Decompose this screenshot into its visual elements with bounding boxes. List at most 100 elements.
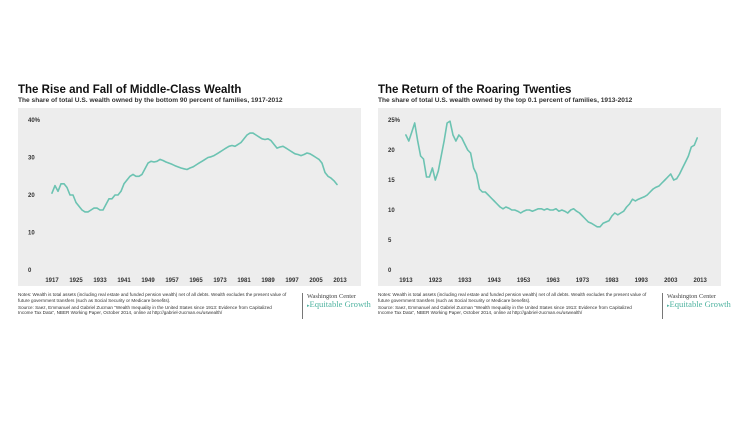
- data-point: [525, 209, 528, 211]
- data-point: [117, 194, 119, 196]
- line-chart-top-wealth-share: 0 5 10 15 20 25% 1913 1923 1933 1943 1953 1963 1973 1…: [378, 108, 721, 286]
- data-point: [327, 175, 329, 177]
- data-point: [508, 207, 510, 209]
- data-point: [528, 209, 531, 211]
- data-point: [646, 194, 648, 196]
- data-point: [276, 147, 278, 149]
- data-point: [249, 132, 251, 134]
- data-point: [631, 198, 634, 200]
- data-point: [84, 211, 86, 213]
- data-point: [273, 143, 275, 145]
- data-point: [75, 201, 77, 204]
- data-point: [207, 156, 209, 159]
- data-point: [443, 140, 445, 142]
- chart-subtitle: The share of total U.S. wealth owned by …: [378, 97, 633, 104]
- data-point: [661, 182, 663, 184]
- data-point: [246, 134, 248, 136]
- data-point: [78, 205, 80, 207]
- data-point: [605, 221, 607, 223]
- data-point: [593, 224, 595, 226]
- data-point: [123, 183, 125, 185]
- data-point: [279, 146, 281, 148]
- data-point: [318, 158, 320, 160]
- data-point: [57, 190, 59, 192]
- data-point: [150, 160, 152, 162]
- data-point: [481, 191, 483, 193]
- x-tick-label: 1943: [487, 278, 501, 284]
- data-point: [120, 190, 122, 192]
- data-point: [132, 173, 134, 175]
- data-point: [584, 218, 586, 220]
- data-point: [475, 173, 478, 175]
- data-point: [684, 161, 687, 163]
- data-point: [455, 140, 457, 142]
- x-tick-label: 1957: [165, 278, 179, 284]
- data-point: [165, 161, 167, 163]
- data-point: [558, 210, 560, 212]
- x-tick-label: 2013: [693, 278, 707, 284]
- data-point: [216, 153, 218, 155]
- logo-bottom-text: Equitable Growth: [669, 299, 731, 309]
- data-point: [294, 153, 296, 155]
- data-point: [552, 209, 554, 211]
- data-point: [189, 167, 191, 169]
- data-point: [234, 145, 236, 147]
- data-point: [183, 168, 185, 170]
- x-tick-label: 1965: [189, 278, 203, 284]
- data-point: [258, 136, 260, 138]
- data-point: [282, 145, 284, 147]
- data-point: [472, 167, 475, 169]
- equitable-growth-logo: Washington Center ▸Equitable Growth: [662, 293, 737, 319]
- data-point: [496, 203, 498, 205]
- data-point: [484, 191, 486, 193]
- data-point: [467, 149, 469, 151]
- data-point: [186, 168, 188, 171]
- data-point: [222, 149, 224, 151]
- data-point: [162, 159, 164, 162]
- data-point: [135, 175, 137, 177]
- data-point: [252, 132, 254, 134]
- data-point: [270, 140, 272, 142]
- chart-subtitle: The share of total U.S. wealth owned by …: [18, 97, 283, 104]
- data-point: [449, 120, 451, 122]
- data-point: [195, 164, 197, 166]
- data-point: [96, 207, 98, 209]
- series-line: [405, 120, 699, 228]
- data-point: [180, 167, 182, 169]
- data-point: [599, 226, 601, 228]
- data-point: [487, 194, 489, 196]
- data-point: [690, 146, 692, 148]
- data-point: [87, 211, 89, 213]
- data-point: [640, 197, 642, 199]
- data-point: [264, 138, 266, 141]
- x-tick-label: 1923: [429, 278, 443, 284]
- logo-bottom-line: ▸Equitable Growth: [307, 300, 377, 311]
- data-point: [652, 188, 654, 190]
- x-tick-label: 1917: [45, 278, 59, 284]
- data-point: [564, 210, 566, 212]
- data-point: [285, 147, 287, 149]
- chart-title: The Rise and Fall of Middle-Class Wealth: [18, 84, 242, 96]
- data-point: [231, 144, 233, 147]
- y-tick-label: 5: [388, 238, 392, 244]
- data-point: [626, 206, 628, 208]
- data-point: [201, 160, 203, 162]
- data-point: [493, 200, 495, 202]
- y-tick-label: 15: [388, 178, 395, 184]
- x-tick-label: 1983: [605, 278, 619, 284]
- data-point: [628, 203, 631, 205]
- data-point: [90, 209, 92, 211]
- data-point: [511, 209, 513, 211]
- data-point: [643, 196, 645, 198]
- data-point: [138, 175, 140, 177]
- data-point: [192, 166, 194, 168]
- x-tick-label: 1981: [237, 278, 251, 284]
- data-point: [159, 158, 161, 160]
- data-point: [153, 161, 155, 163]
- data-point: [225, 147, 227, 149]
- data-point: [297, 153, 299, 156]
- x-tick-label: 2005: [309, 278, 323, 284]
- data-point: [673, 179, 675, 181]
- y-tick-label: 25%: [388, 118, 401, 124]
- data-point: [523, 210, 525, 212]
